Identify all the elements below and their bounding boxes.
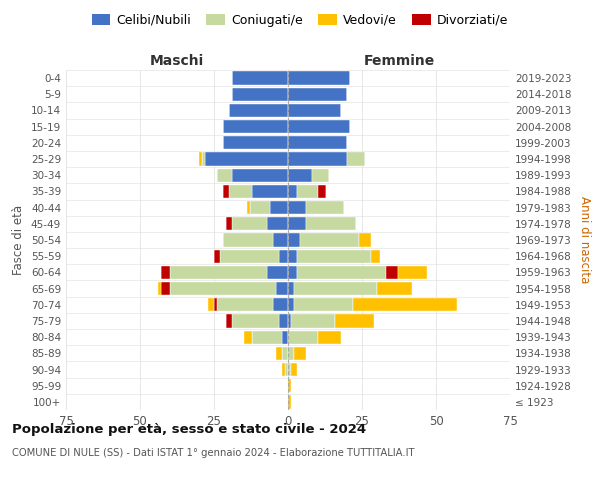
Text: Popolazione per età, sesso e stato civile - 2024: Popolazione per età, sesso e stato civil…	[12, 422, 366, 436]
Bar	[232, 314, 279, 328]
Bar	[208, 298, 214, 312]
Bar	[232, 72, 288, 85]
Bar	[232, 217, 267, 230]
Bar	[288, 346, 294, 360]
Y-axis label: Fasce di età: Fasce di età	[13, 205, 25, 275]
Bar	[297, 185, 317, 198]
Bar	[288, 136, 347, 149]
Bar	[232, 168, 288, 182]
Text: Maschi: Maschi	[150, 54, 204, 68]
Bar	[288, 266, 297, 279]
Bar	[371, 250, 380, 263]
Bar	[288, 379, 291, 392]
Bar	[288, 282, 294, 295]
Bar	[288, 363, 291, 376]
Bar	[288, 185, 297, 198]
Bar	[297, 266, 386, 279]
Bar	[288, 72, 350, 85]
Bar	[247, 201, 250, 214]
Bar	[279, 314, 288, 328]
Bar	[253, 330, 282, 344]
Bar	[288, 168, 311, 182]
Bar	[288, 88, 347, 101]
Bar	[288, 250, 297, 263]
Bar	[267, 266, 288, 279]
Bar	[158, 282, 161, 295]
Bar	[288, 104, 341, 117]
Bar	[335, 314, 374, 328]
Bar	[276, 346, 282, 360]
Bar	[300, 234, 359, 246]
Bar	[317, 330, 341, 344]
Bar	[294, 282, 377, 295]
Bar	[288, 120, 350, 134]
Bar	[217, 298, 273, 312]
Bar	[170, 266, 267, 279]
Bar	[220, 250, 279, 263]
Bar	[253, 185, 288, 198]
Bar	[282, 363, 285, 376]
Bar	[294, 346, 306, 360]
Bar	[353, 298, 457, 312]
Bar	[214, 250, 220, 263]
Bar	[279, 250, 288, 263]
Bar	[317, 185, 326, 198]
Bar	[250, 201, 270, 214]
Bar	[226, 314, 232, 328]
Bar	[288, 298, 294, 312]
Bar	[273, 234, 288, 246]
Bar	[291, 363, 297, 376]
Bar	[267, 217, 288, 230]
Bar	[282, 346, 288, 360]
Text: Femmine: Femmine	[364, 54, 434, 68]
Bar	[270, 201, 288, 214]
Bar	[288, 152, 347, 166]
Bar	[288, 234, 300, 246]
Bar	[386, 266, 398, 279]
Bar	[199, 152, 202, 166]
Bar	[294, 298, 353, 312]
Bar	[205, 152, 288, 166]
Bar	[202, 152, 205, 166]
Bar	[377, 282, 412, 295]
Bar	[291, 314, 335, 328]
Bar	[276, 282, 288, 295]
Bar	[161, 282, 170, 295]
Bar	[282, 330, 288, 344]
Bar	[244, 330, 253, 344]
Bar	[273, 298, 288, 312]
Bar	[170, 282, 276, 295]
Bar	[347, 152, 365, 166]
Bar	[288, 396, 291, 408]
Bar	[226, 217, 232, 230]
Bar	[288, 314, 291, 328]
Bar	[161, 266, 170, 279]
Bar	[223, 185, 229, 198]
Bar	[306, 217, 356, 230]
Bar	[217, 168, 232, 182]
Bar	[229, 185, 253, 198]
Bar	[229, 104, 288, 117]
Legend: Celibi/Nubili, Coniugati/e, Vedovi/e, Divorziati/e: Celibi/Nubili, Coniugati/e, Vedovi/e, Di…	[86, 8, 514, 32]
Bar	[306, 201, 344, 214]
Bar	[398, 266, 427, 279]
Bar	[232, 88, 288, 101]
Bar	[297, 250, 371, 263]
Bar	[285, 363, 288, 376]
Bar	[223, 120, 288, 134]
Bar	[223, 136, 288, 149]
Bar	[359, 234, 371, 246]
Bar	[288, 330, 317, 344]
Y-axis label: Anni di nascita: Anni di nascita	[578, 196, 591, 284]
Bar	[214, 298, 217, 312]
Bar	[288, 201, 306, 214]
Bar	[223, 234, 273, 246]
Bar	[288, 217, 306, 230]
Bar	[311, 168, 329, 182]
Text: COMUNE DI NULE (SS) - Dati ISTAT 1° gennaio 2024 - Elaborazione TUTTITALIA.IT: COMUNE DI NULE (SS) - Dati ISTAT 1° genn…	[12, 448, 415, 458]
